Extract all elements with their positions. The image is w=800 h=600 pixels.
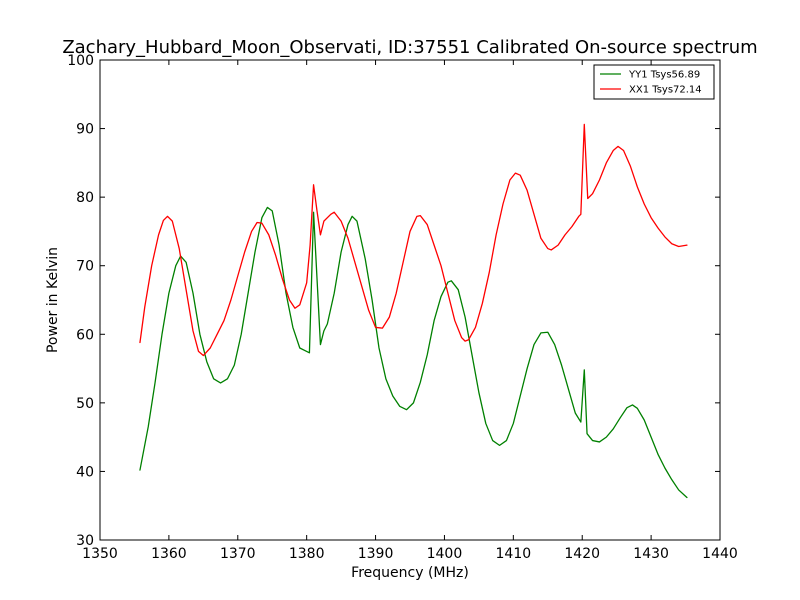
x-tick-label: 1420 [564, 546, 600, 562]
x-tick-label: 1360 [151, 546, 187, 562]
legend-frame [593, 64, 715, 100]
series-line-yy1 [139, 206, 688, 499]
x-tick-label: 1370 [220, 546, 256, 562]
x-tick-label: 1390 [358, 546, 394, 562]
y-tick-label: 90 [76, 122, 94, 138]
y-tick-label: 60 [76, 327, 94, 343]
x-tick-label: 1400 [427, 546, 463, 562]
legend: YY1 Tsys56.89 XX1 Tsys72.14 [593, 64, 715, 100]
x-tick-label: 1350 [82, 546, 118, 562]
plot-area: 1350 1360 1370 1380 1390 1400 1410 1420 1430 1440… [67, 53, 738, 562]
legend-label-yy1: YY1 Tsys56.89 [628, 70, 700, 81]
x-tick-label: 1410 [496, 546, 532, 562]
y-tick-label: 80 [76, 190, 94, 206]
chart-title: Zachary_Hubbard_Moon_Observati, ID:37551… [62, 37, 757, 58]
x-tick-label: 1380 [289, 546, 325, 562]
y-axis-label: Power in Kelvin [45, 247, 61, 353]
series-line-xx1 [139, 123, 688, 357]
y-tick-label: 40 [76, 464, 94, 480]
x-tick-label: 1430 [633, 546, 669, 562]
x-axis-label: Frequency (MHz) [351, 565, 469, 581]
y-tick-label: 50 [76, 396, 94, 412]
y-tick-label: 70 [76, 259, 94, 275]
y-tick-label: 100 [67, 53, 94, 69]
legend-label-xx1: XX1 Tsys72.14 [629, 85, 702, 96]
series-layer [139, 123, 688, 499]
tick-layer: 1350 1360 1370 1380 1390 1400 1410 1420 1430 1440… [67, 53, 738, 562]
y-tick-label: 30 [76, 533, 94, 549]
plot-frame [99, 59, 721, 541]
x-tick-label: 1440 [702, 546, 738, 562]
